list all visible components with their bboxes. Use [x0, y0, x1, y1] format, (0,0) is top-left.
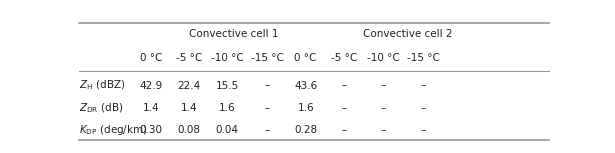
- Text: 0 °C: 0 °C: [140, 53, 162, 63]
- Text: $K_{\mathrm{DP}}$ (deg/km): $K_{\mathrm{DP}}$ (deg/km): [79, 123, 148, 137]
- Text: –: –: [381, 103, 386, 113]
- Text: -10 °C: -10 °C: [210, 53, 244, 63]
- Text: -15 °C: -15 °C: [407, 53, 440, 63]
- Text: –: –: [341, 125, 346, 135]
- Text: $Z_{\mathrm{DR}}$ (dB): $Z_{\mathrm{DR}}$ (dB): [79, 101, 124, 115]
- Text: 0.28: 0.28: [294, 125, 317, 135]
- Text: 42.9: 42.9: [139, 80, 162, 91]
- Text: 1.4: 1.4: [181, 103, 197, 113]
- Text: 0.30: 0.30: [139, 125, 162, 135]
- Text: 22.4: 22.4: [177, 80, 200, 91]
- Text: Convective cell 2: Convective cell 2: [363, 29, 453, 39]
- Text: -5 °C: -5 °C: [331, 53, 357, 63]
- Text: –: –: [421, 80, 426, 91]
- Text: –: –: [421, 125, 426, 135]
- Text: 1.4: 1.4: [143, 103, 159, 113]
- Text: 1.6: 1.6: [297, 103, 314, 113]
- Text: Convective cell 1: Convective cell 1: [189, 29, 279, 39]
- Text: –: –: [265, 125, 270, 135]
- Text: -5 °C: -5 °C: [176, 53, 202, 63]
- Text: 43.6: 43.6: [294, 80, 317, 91]
- Text: –: –: [381, 80, 386, 91]
- Text: 0.08: 0.08: [177, 125, 200, 135]
- Text: 1.6: 1.6: [219, 103, 236, 113]
- Text: 0.04: 0.04: [215, 125, 239, 135]
- Text: –: –: [265, 80, 270, 91]
- Text: –: –: [341, 103, 346, 113]
- Text: –: –: [421, 103, 426, 113]
- Text: –: –: [265, 103, 270, 113]
- Text: 0 °C: 0 °C: [295, 53, 317, 63]
- Text: 15.5: 15.5: [215, 80, 239, 91]
- Text: –: –: [341, 80, 346, 91]
- Text: $Z_{\mathrm{H}}$ (dBZ): $Z_{\mathrm{H}}$ (dBZ): [79, 79, 125, 92]
- Text: -10 °C: -10 °C: [367, 53, 400, 63]
- Text: –: –: [381, 125, 386, 135]
- Text: -15 °C: -15 °C: [251, 53, 284, 63]
